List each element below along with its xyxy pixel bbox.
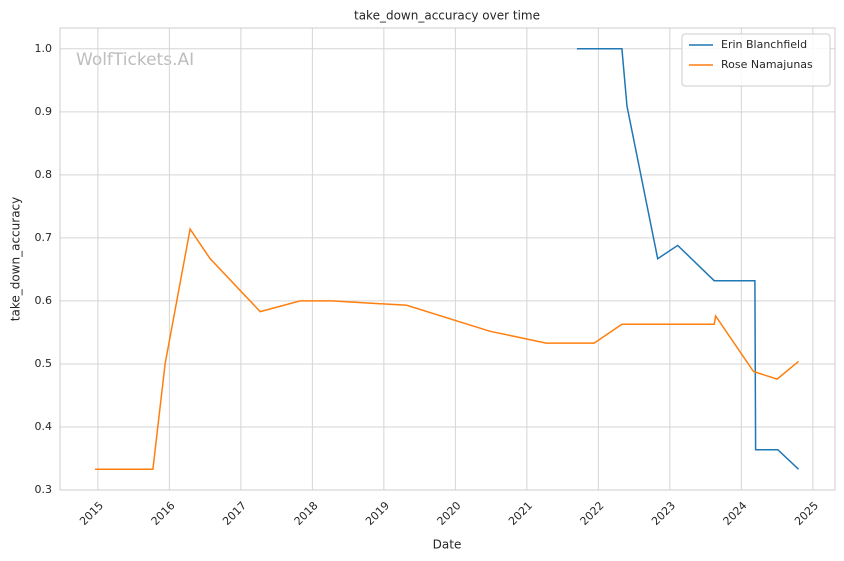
y-axis-label: take_down_accuracy — [9, 197, 23, 321]
plot-frame — [59, 27, 836, 491]
y-tick-label: 0.7 — [35, 231, 53, 244]
legend-label: Rose Namajunas — [721, 58, 813, 71]
y-tick-label: 0.6 — [35, 294, 53, 307]
y-tick-label: 0.8 — [35, 168, 53, 181]
legend-box — [681, 33, 831, 87]
legend-label: Erin Blanchfield — [721, 38, 807, 51]
y-tick-label: 0.3 — [35, 483, 53, 496]
y-tick-label: 1.0 — [35, 42, 53, 55]
watermark: WolfTickets.AI — [76, 50, 194, 70]
chart-title: take_down_accuracy over time — [354, 9, 540, 23]
y-tick-label: 0.9 — [35, 105, 53, 118]
y-tick-label: 0.5 — [35, 357, 53, 370]
series-line — [95, 227, 799, 470]
series-line — [576, 48, 800, 470]
x-axis-label: Date — [433, 538, 462, 552]
legend: Erin Blanchfield Rose Namajunas — [681, 33, 831, 87]
y-tick-label: 0.4 — [35, 420, 53, 433]
